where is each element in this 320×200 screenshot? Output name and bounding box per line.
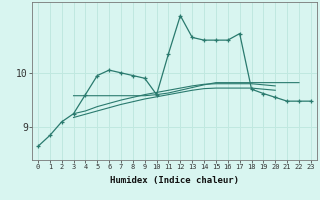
X-axis label: Humidex (Indice chaleur): Humidex (Indice chaleur) [110,176,239,185]
